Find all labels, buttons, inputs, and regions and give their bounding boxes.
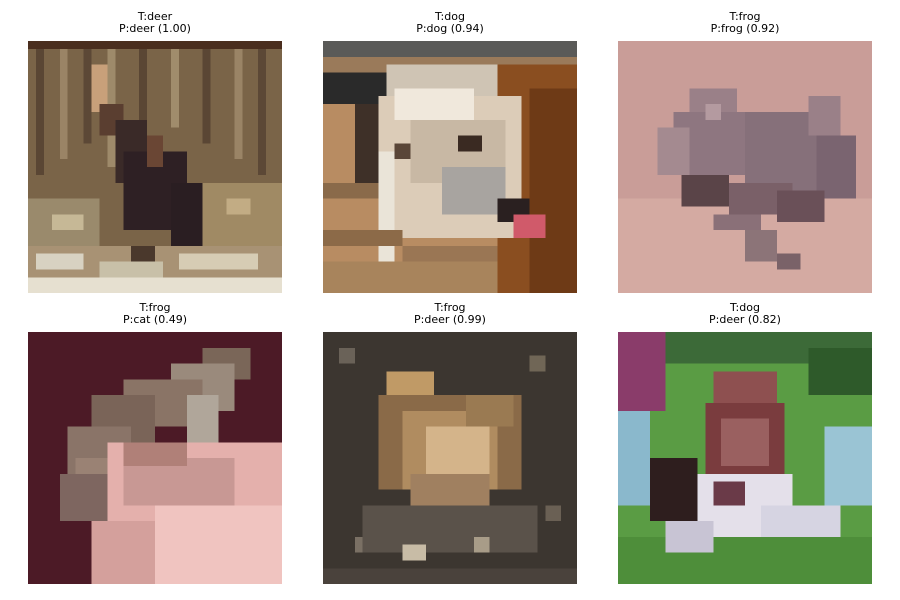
panel-caption: T:frog P:frog (0.92): [618, 11, 872, 35]
predicted-label: P:deer (0.99): [414, 313, 486, 326]
panel-caption: T:frog P:cat (0.49): [28, 302, 282, 326]
sample-panel: T:frog P:deer (0.99): [323, 302, 577, 584]
sample-image: [323, 332, 577, 584]
predicted-label: P:dog (0.94): [416, 22, 484, 35]
sample-panel: T:frog P:cat (0.49): [28, 302, 282, 584]
panel-caption: T:deer P:deer (1.00): [28, 11, 282, 35]
true-label: T:frog: [729, 10, 761, 23]
predicted-label: P:frog (0.92): [710, 22, 780, 35]
sample-panel: T:dog P:dog (0.94): [323, 11, 577, 293]
sample-image: [323, 41, 577, 293]
sample-panel: T:frog P:frog (0.92): [618, 11, 872, 293]
sample-image: [618, 332, 872, 584]
sample-panel: T:dog P:deer (0.82): [618, 302, 872, 584]
sample-image: [28, 41, 282, 293]
true-label: T:frog: [434, 301, 466, 314]
true-label: T:dog: [730, 301, 760, 314]
sample-panel: T:deer P:deer (1.00): [28, 11, 282, 293]
true-label: T:deer: [137, 10, 173, 23]
predicted-label: P:cat (0.49): [122, 313, 187, 326]
panel-caption: T:frog P:deer (0.99): [323, 302, 577, 326]
sample-image: [28, 332, 282, 584]
true-label: T:dog: [435, 10, 465, 23]
panel-caption: T:dog P:dog (0.94): [323, 11, 577, 35]
true-label: T:frog: [139, 301, 171, 314]
predicted-label: P:deer (0.82): [709, 313, 781, 326]
predicted-label: P:deer (1.00): [119, 22, 191, 35]
sample-image: [618, 41, 872, 293]
panel-caption: T:dog P:deer (0.82): [618, 302, 872, 326]
